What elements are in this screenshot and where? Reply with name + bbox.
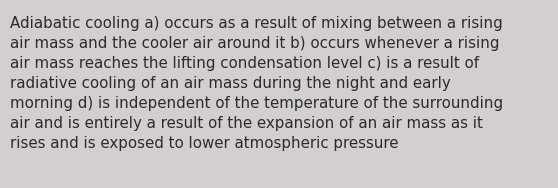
Text: Adiabatic cooling a) occurs as a result of mixing between a rising
air mass and : Adiabatic cooling a) occurs as a result … [10, 16, 503, 151]
